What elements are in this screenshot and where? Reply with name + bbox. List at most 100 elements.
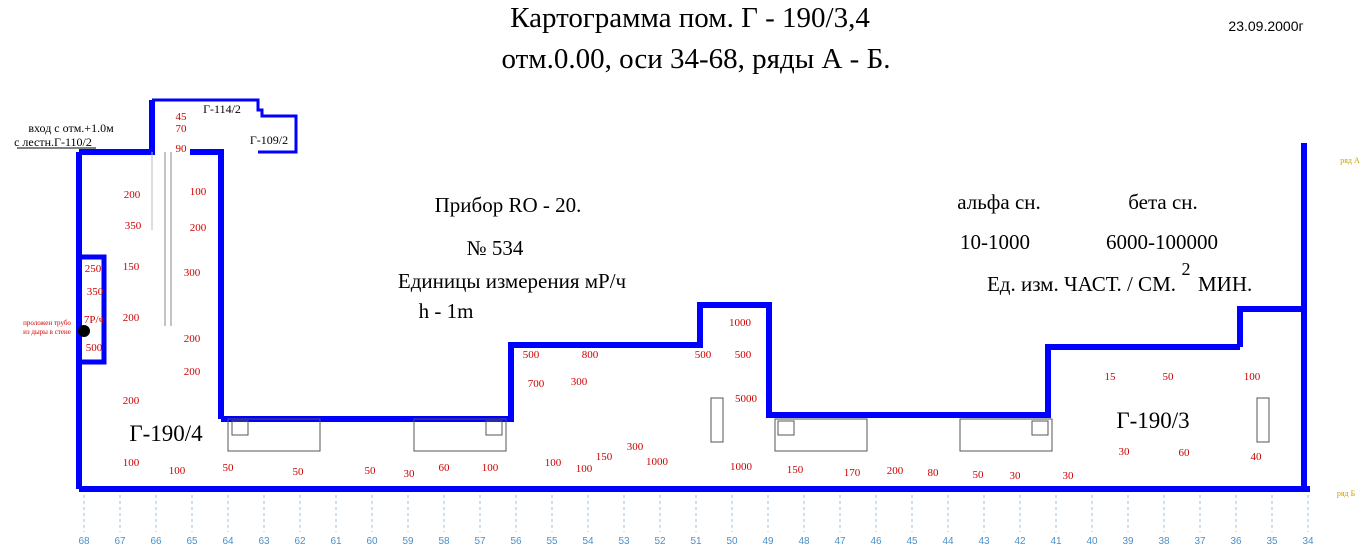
room-walls xyxy=(76,98,1310,492)
axis-label: 56 xyxy=(510,536,522,547)
axis-label: 65 xyxy=(186,536,198,547)
radiation-reading: 100 xyxy=(482,462,499,474)
radiation-reading: 40 xyxy=(1251,451,1263,463)
axis-label: 60 xyxy=(366,536,378,547)
date-label: 23.09.2000г xyxy=(1228,18,1303,34)
equipment-column xyxy=(710,397,724,443)
equipment-block xyxy=(227,418,321,452)
radiation-reading: 150 xyxy=(596,451,613,463)
units-prefix: Ед. изм. ЧАСТ. / СМ. xyxy=(987,272,1176,296)
axis-label: 47 xyxy=(834,536,846,547)
radiation-reading: 15 xyxy=(1105,371,1117,383)
radiation-reading: 5000 xyxy=(735,393,758,405)
instrument-units: Единицы измерения мР/ч xyxy=(398,269,627,293)
radiation-reading: 100 xyxy=(1244,371,1261,383)
axis-label: 41 xyxy=(1050,536,1062,547)
axis-label: 66 xyxy=(150,536,162,547)
radiation-reading: 500 xyxy=(695,349,712,361)
radiation-reading: 100 xyxy=(169,465,186,477)
room-label-g190-3: Г-190/3 xyxy=(1116,408,1189,433)
axis-label: 64 xyxy=(222,536,234,547)
equipment xyxy=(227,397,1270,452)
axis-label: 57 xyxy=(474,536,486,547)
axis-label: 38 xyxy=(1158,536,1170,547)
alpha-label: альфа сн. xyxy=(957,190,1041,214)
radiation-reading: 60 xyxy=(439,462,451,474)
hole-marker xyxy=(78,325,90,337)
radiation-reading: 200 xyxy=(184,333,201,345)
axis-label: 68 xyxy=(78,536,90,547)
axis-row: 68 67 66 65 64 63 62 61 60 59 58 57 56 55 54 53 52 51 50 49… xyxy=(78,495,1314,547)
radiation-reading: 100 xyxy=(123,457,140,469)
radiation-reading: 150 xyxy=(787,464,804,476)
axis-label: 40 xyxy=(1086,536,1098,547)
radiation-reading: 200 xyxy=(887,465,904,477)
axis-label: 49 xyxy=(762,536,774,547)
niche-right-wall xyxy=(190,149,224,419)
hole-note-1: проложен трубо xyxy=(23,319,71,327)
axis-label: 48 xyxy=(798,536,810,547)
equipment-block xyxy=(774,418,868,452)
radiation-reading: 50 xyxy=(973,469,985,481)
left-niche xyxy=(79,254,107,365)
radiation-reading: 300 xyxy=(571,376,588,388)
axis-label: 63 xyxy=(258,536,270,547)
pipes xyxy=(151,152,172,326)
radiation-reading: 500 xyxy=(735,349,752,361)
equipment-column xyxy=(1256,397,1270,443)
radiation-reading: 500 xyxy=(86,342,103,354)
axis-label: 46 xyxy=(870,536,882,547)
axis-label: 34 xyxy=(1302,536,1314,547)
axis-label: 59 xyxy=(402,536,414,547)
entrance-note-2: с лестн.Г-110/2 xyxy=(14,135,92,149)
row-a-label: ряд А xyxy=(1340,156,1360,165)
radiation-reading: 1000 xyxy=(646,456,669,468)
radiation-reading: 170 xyxy=(844,467,861,479)
radiation-reading: 50 xyxy=(1163,371,1175,383)
axis-label: 55 xyxy=(546,536,558,547)
axis-label: 36 xyxy=(1230,536,1242,547)
axis-label: 67 xyxy=(114,536,126,547)
radiation-reading: 200 xyxy=(123,395,140,407)
room-114-2-outline xyxy=(190,98,298,154)
hole-note-2: из дыры в стене xyxy=(23,328,71,336)
axis-label: 58 xyxy=(438,536,450,547)
radiation-reading: 200 xyxy=(190,222,207,234)
radiation-reading: 7Р/ч xyxy=(84,314,105,326)
radiation-reading: 100 xyxy=(576,463,593,475)
instrument-height: h - 1m xyxy=(419,299,474,323)
axis-label: 35 xyxy=(1266,536,1278,547)
radiation-reading: 100 xyxy=(190,186,207,198)
inner-contour xyxy=(221,302,1240,422)
entrance-note-1: вход с отм.+1.0м xyxy=(28,121,114,135)
axis-label: 50 xyxy=(726,536,738,547)
radiation-reading: 50 xyxy=(223,462,235,474)
title-line-1: Картограмма пом. Г - 190/3,4 xyxy=(510,2,870,34)
radiation-reading: 30 xyxy=(1119,446,1131,458)
title-line-2: отм.0.00, оси 34-68, ряды А - Б. xyxy=(502,43,891,75)
radiation-reading: 350 xyxy=(125,220,142,232)
radiation-reading: 60 xyxy=(1179,447,1191,459)
equipment-block xyxy=(413,418,507,452)
axis-label: 62 xyxy=(294,536,306,547)
radiation-reading: 30 xyxy=(404,468,416,480)
axis-label: 39 xyxy=(1122,536,1134,547)
axis-label: 54 xyxy=(582,536,594,547)
axis-label: 53 xyxy=(618,536,630,547)
row-b-label: ряд Б xyxy=(1337,489,1356,498)
radiation-reading: 70 xyxy=(176,123,188,135)
radiation-reading: 200 xyxy=(124,189,141,201)
room-label-g190-4: Г-190/4 xyxy=(129,421,203,446)
radiation-reading: 90 xyxy=(176,143,188,155)
units-superscript: 2 xyxy=(1182,259,1191,279)
room-label-g109-2: Г-109/2 xyxy=(250,133,288,147)
radiation-reading: 30 xyxy=(1010,470,1022,482)
axis-label: 61 xyxy=(330,536,342,547)
room-label-g114-2: Г-114/2 xyxy=(203,102,241,116)
radiation-reading: 300 xyxy=(184,267,201,279)
axis-label: 42 xyxy=(1014,536,1026,547)
radiation-reading: 50 xyxy=(293,466,305,478)
right-step xyxy=(1237,306,1304,347)
radiation-reading: 80 xyxy=(928,467,940,479)
